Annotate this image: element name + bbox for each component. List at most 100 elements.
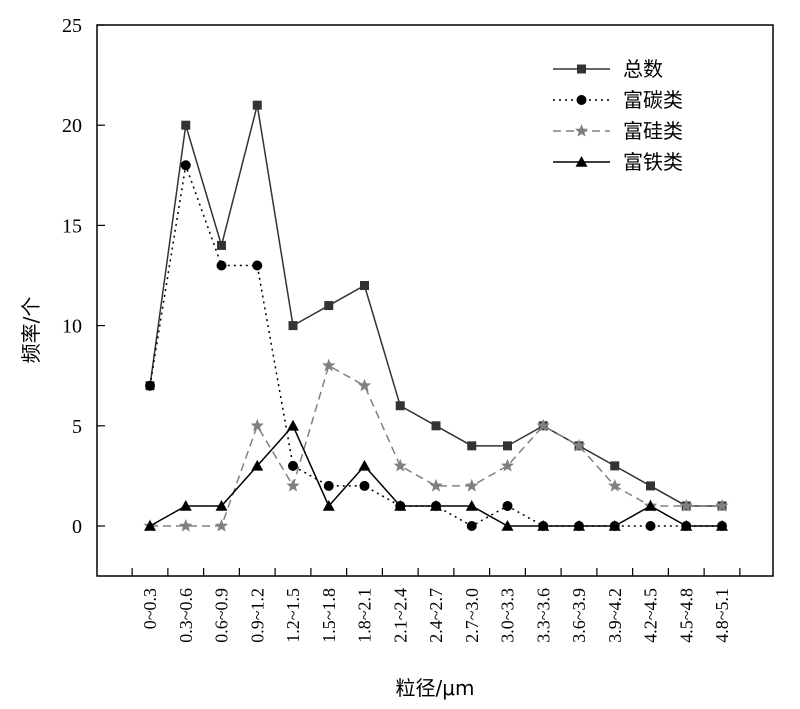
data-point: [679, 498, 693, 512]
data-point: [431, 421, 441, 431]
data-point: [358, 459, 371, 471]
y-axis-ticks: 0 5 10 15 20 25: [62, 15, 105, 538]
legend-label: 富碳类: [623, 88, 683, 112]
data-point: [357, 378, 372, 392]
data-point: [537, 520, 550, 531]
legend-item: 富碳类: [553, 88, 683, 112]
x-tick-label: 1.8~2.1: [355, 588, 375, 643]
data-point: [251, 459, 264, 471]
data-point: [145, 380, 155, 391]
legend-item: 富硅类: [553, 119, 683, 143]
x-tick-label: 3.6~3.9: [569, 588, 589, 643]
data-point: [429, 478, 443, 492]
data-point: [536, 418, 550, 432]
data-point: [466, 521, 477, 531]
legend-label: 富铁类: [623, 150, 683, 174]
plot-frame: [96, 24, 774, 577]
y-tick-label: 0: [72, 516, 82, 538]
data-point: [500, 458, 515, 472]
data-point: [144, 520, 156, 531]
legend-item: 总数: [553, 57, 663, 81]
series-line: [149, 424, 722, 527]
data-point: [181, 120, 191, 130]
data-point: [503, 441, 512, 451]
x-tick-label: 3.3~3.6: [533, 588, 553, 643]
data-point: [502, 500, 513, 511]
data-point: [286, 478, 300, 492]
data-point: [572, 438, 586, 452]
data-point: [324, 301, 334, 311]
data-point: [467, 441, 477, 451]
legend-label: 富硅类: [623, 119, 683, 143]
data-point: [393, 458, 407, 472]
data-point: [215, 499, 228, 511]
data-point: [252, 100, 262, 110]
data-point: [287, 419, 299, 431]
data-point: [465, 478, 479, 492]
data-point: [574, 124, 589, 137]
data-point: [179, 519, 193, 532]
data-point: [501, 520, 514, 531]
x-tick-label: 2.4~2.7: [426, 588, 446, 643]
data-point: [179, 499, 192, 511]
data-point: [180, 160, 191, 171]
data-point: [216, 260, 227, 271]
data-point: [608, 520, 621, 531]
x-tick-label: 3.9~4.2: [605, 588, 625, 643]
data-point: [360, 281, 369, 291]
series-layer: [143, 100, 729, 532]
data-point: [608, 478, 622, 492]
data-point: [430, 499, 442, 511]
x-tick-label: 4.8~5.1: [712, 588, 732, 643]
series-4: [144, 419, 728, 531]
data-point: [323, 480, 334, 491]
data-point: [250, 418, 264, 432]
data-point: [465, 499, 478, 511]
data-point: [322, 358, 336, 372]
y-tick-label: 15: [62, 215, 82, 237]
data-point: [644, 499, 657, 511]
data-point: [680, 520, 693, 531]
x-tick-label: 4.5~4.8: [676, 588, 696, 643]
x-tick-label: 0.3~0.6: [176, 588, 196, 643]
x-axis-title: 粒径/μm: [396, 676, 475, 700]
x-tick-label: 1.2~1.5: [283, 588, 303, 643]
data-point: [288, 321, 298, 331]
data-point: [715, 498, 729, 512]
data-point: [288, 460, 298, 471]
data-point: [573, 520, 585, 531]
x-tick-label: 0.9~1.2: [247, 588, 267, 643]
data-point: [577, 64, 586, 74]
data-point: [395, 401, 405, 411]
x-tick-label: 2.7~3.0: [462, 588, 482, 643]
data-point: [646, 481, 655, 491]
data-point: [359, 480, 370, 491]
legend-label: 总数: [623, 57, 663, 81]
series-line: [150, 364, 722, 527]
y-tick-label: 10: [62, 316, 82, 338]
data-point: [576, 95, 587, 105]
data-point: [322, 499, 335, 511]
y-axis-title: 频率/个: [19, 297, 43, 364]
series-2: [145, 160, 727, 531]
data-point: [716, 520, 728, 531]
y-tick-label: 25: [62, 15, 82, 37]
x-tick-label: 2.1~2.4: [390, 588, 410, 643]
y-tick-label: 20: [62, 115, 82, 137]
x-axis-ticks: 0~0.3 0.3~0.6 0.6~0.9 0.9~1.2 1.2~1.5 1.5~1.8…: [131, 568, 741, 643]
x-tick-label: 0.6~0.9: [212, 588, 232, 643]
x-tick-label: 3.0~3.3: [498, 588, 518, 643]
data-point: [645, 521, 656, 531]
x-tick-label: 0~0.3: [140, 588, 160, 629]
data-point: [610, 461, 620, 471]
data-point: [575, 156, 588, 167]
x-tick-label: 4.2~4.5: [641, 588, 661, 643]
legend-item: 富铁类: [553, 150, 683, 174]
data-point: [394, 499, 407, 511]
data-point: [217, 240, 226, 250]
data-point: [252, 260, 263, 271]
series-line: [149, 165, 722, 527]
x-tick-label: 1.5~1.8: [319, 588, 339, 643]
